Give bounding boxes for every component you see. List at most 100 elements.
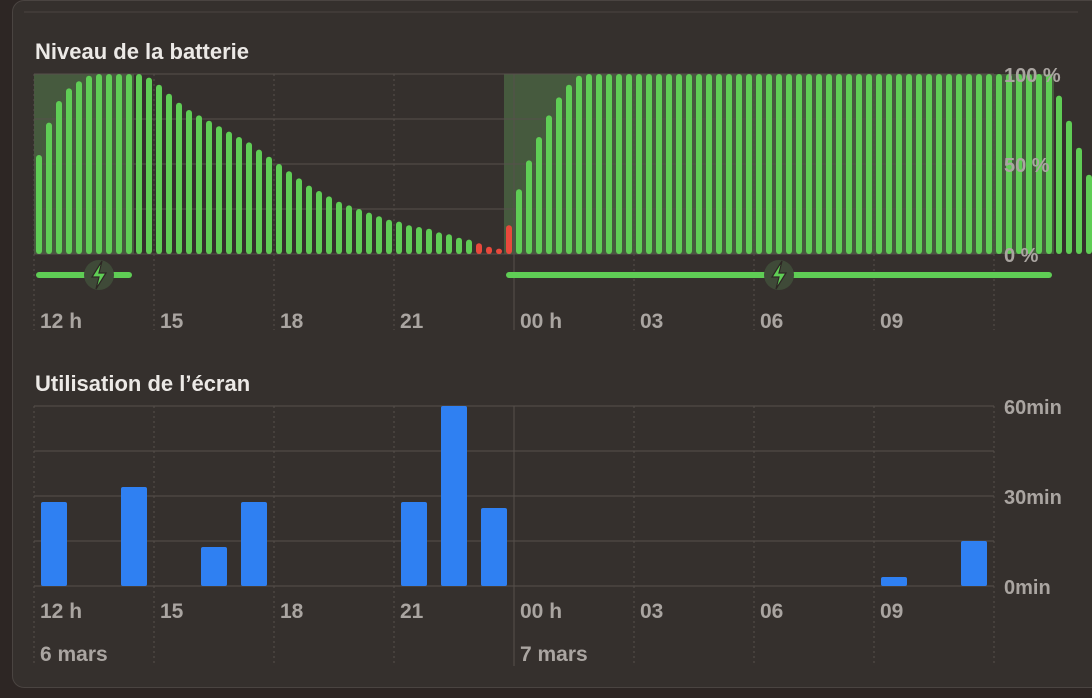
battery-bar[interactable]	[906, 74, 912, 254]
battery-bar[interactable]	[666, 74, 672, 254]
battery-bar[interactable]	[1046, 74, 1052, 254]
battery-bar[interactable]	[586, 74, 592, 254]
screen-usage-bar[interactable]	[481, 508, 507, 586]
battery-bar[interactable]	[46, 122, 52, 254]
screen-usage-bar[interactable]	[961, 541, 987, 586]
battery-bar[interactable]	[306, 185, 312, 254]
battery-bar[interactable]	[426, 228, 432, 254]
battery-bar[interactable]	[696, 74, 702, 254]
battery-bar[interactable]	[946, 74, 952, 254]
battery-bar[interactable]	[456, 237, 462, 254]
battery-bar[interactable]	[376, 216, 382, 254]
battery-bar[interactable]	[246, 142, 252, 254]
battery-bar[interactable]	[596, 74, 602, 254]
battery-bar[interactable]	[776, 74, 782, 254]
screen-usage-bar[interactable]	[241, 502, 267, 586]
battery-bar[interactable]	[96, 74, 102, 254]
screen-usage-bar[interactable]	[401, 502, 427, 586]
battery-bar[interactable]	[1056, 95, 1062, 254]
battery-bar-low[interactable]	[476, 243, 482, 254]
battery-bar[interactable]	[706, 74, 712, 254]
battery-bar[interactable]	[816, 74, 822, 254]
battery-bar[interactable]	[866, 74, 872, 254]
battery-bar[interactable]	[926, 74, 932, 254]
screen-usage-bar[interactable]	[441, 406, 467, 586]
battery-bar[interactable]	[786, 74, 792, 254]
battery-bar[interactable]	[886, 74, 892, 254]
battery-bar[interactable]	[766, 74, 772, 254]
battery-bar[interactable]	[996, 74, 1002, 254]
battery-bar[interactable]	[636, 74, 642, 254]
battery-bar[interactable]	[516, 189, 522, 254]
battery-bar[interactable]	[266, 156, 272, 254]
battery-bar[interactable]	[1016, 74, 1022, 254]
battery-bar[interactable]	[736, 74, 742, 254]
battery-bar[interactable]	[1066, 120, 1072, 254]
battery-bar[interactable]	[556, 97, 562, 255]
battery-bars[interactable]	[36, 74, 1092, 255]
battery-bar[interactable]	[676, 74, 682, 254]
battery-bar[interactable]	[366, 212, 372, 254]
battery-bar[interactable]	[756, 74, 762, 254]
battery-bar[interactable]	[176, 102, 182, 254]
battery-bar[interactable]	[316, 191, 322, 254]
battery-bar[interactable]	[466, 239, 472, 254]
battery-bar[interactable]	[966, 74, 972, 254]
screen-usage-bar[interactable]	[201, 547, 227, 586]
battery-bar[interactable]	[406, 225, 412, 254]
battery-bar[interactable]	[56, 101, 62, 254]
battery-bar[interactable]	[836, 74, 842, 254]
battery-bar[interactable]	[386, 219, 392, 254]
battery-bar[interactable]	[86, 75, 92, 254]
battery-bar[interactable]	[166, 93, 172, 254]
battery-bar[interactable]	[686, 74, 692, 254]
battery-bar[interactable]	[896, 74, 902, 254]
battery-bar[interactable]	[616, 74, 622, 254]
battery-bar[interactable]	[106, 74, 112, 254]
battery-bar[interactable]	[916, 74, 922, 254]
battery-bar[interactable]	[1006, 74, 1012, 254]
battery-bar[interactable]	[826, 74, 832, 254]
battery-bar[interactable]	[1076, 147, 1082, 254]
battery-bar[interactable]	[876, 74, 882, 254]
battery-bar[interactable]	[416, 227, 422, 254]
battery-bar[interactable]	[216, 126, 222, 254]
battery-bar[interactable]	[236, 137, 242, 254]
battery-bar[interactable]	[116, 74, 122, 254]
battery-bar[interactable]	[526, 160, 532, 254]
battery-bar[interactable]	[276, 164, 282, 254]
battery-bar[interactable]	[726, 74, 732, 254]
battery-bar[interactable]	[126, 74, 132, 254]
battery-bar[interactable]	[746, 74, 752, 254]
battery-bar[interactable]	[716, 74, 722, 254]
battery-bar[interactable]	[576, 75, 582, 254]
battery-bar[interactable]	[186, 110, 192, 254]
battery-bar[interactable]	[846, 74, 852, 254]
battery-bar[interactable]	[646, 74, 652, 254]
battery-bar[interactable]	[256, 149, 262, 254]
battery-bar[interactable]	[566, 84, 572, 254]
battery-bar[interactable]	[806, 74, 812, 254]
battery-bar[interactable]	[446, 234, 452, 254]
battery-bar[interactable]	[656, 74, 662, 254]
screen-bars[interactable]	[41, 406, 987, 586]
battery-bar[interactable]	[436, 232, 442, 254]
battery-bar[interactable]	[196, 115, 202, 255]
battery-bar[interactable]	[626, 74, 632, 254]
battery-bar[interactable]	[156, 84, 162, 254]
screen-usage-bar[interactable]	[121, 487, 147, 586]
battery-bar[interactable]	[286, 171, 292, 254]
battery-bar[interactable]	[976, 74, 982, 254]
battery-bar-low[interactable]	[496, 248, 502, 254]
battery-bar-low[interactable]	[486, 246, 492, 254]
battery-bar[interactable]	[36, 155, 42, 254]
battery-bar[interactable]	[336, 201, 342, 254]
battery-bar[interactable]	[536, 137, 542, 254]
battery-bar-low[interactable]	[506, 225, 512, 254]
battery-bar[interactable]	[856, 74, 862, 254]
battery-bar[interactable]	[396, 221, 402, 254]
battery-bar[interactable]	[1086, 174, 1092, 254]
battery-bar[interactable]	[326, 196, 332, 254]
battery-bar[interactable]	[356, 209, 362, 254]
battery-bar[interactable]	[226, 131, 232, 254]
